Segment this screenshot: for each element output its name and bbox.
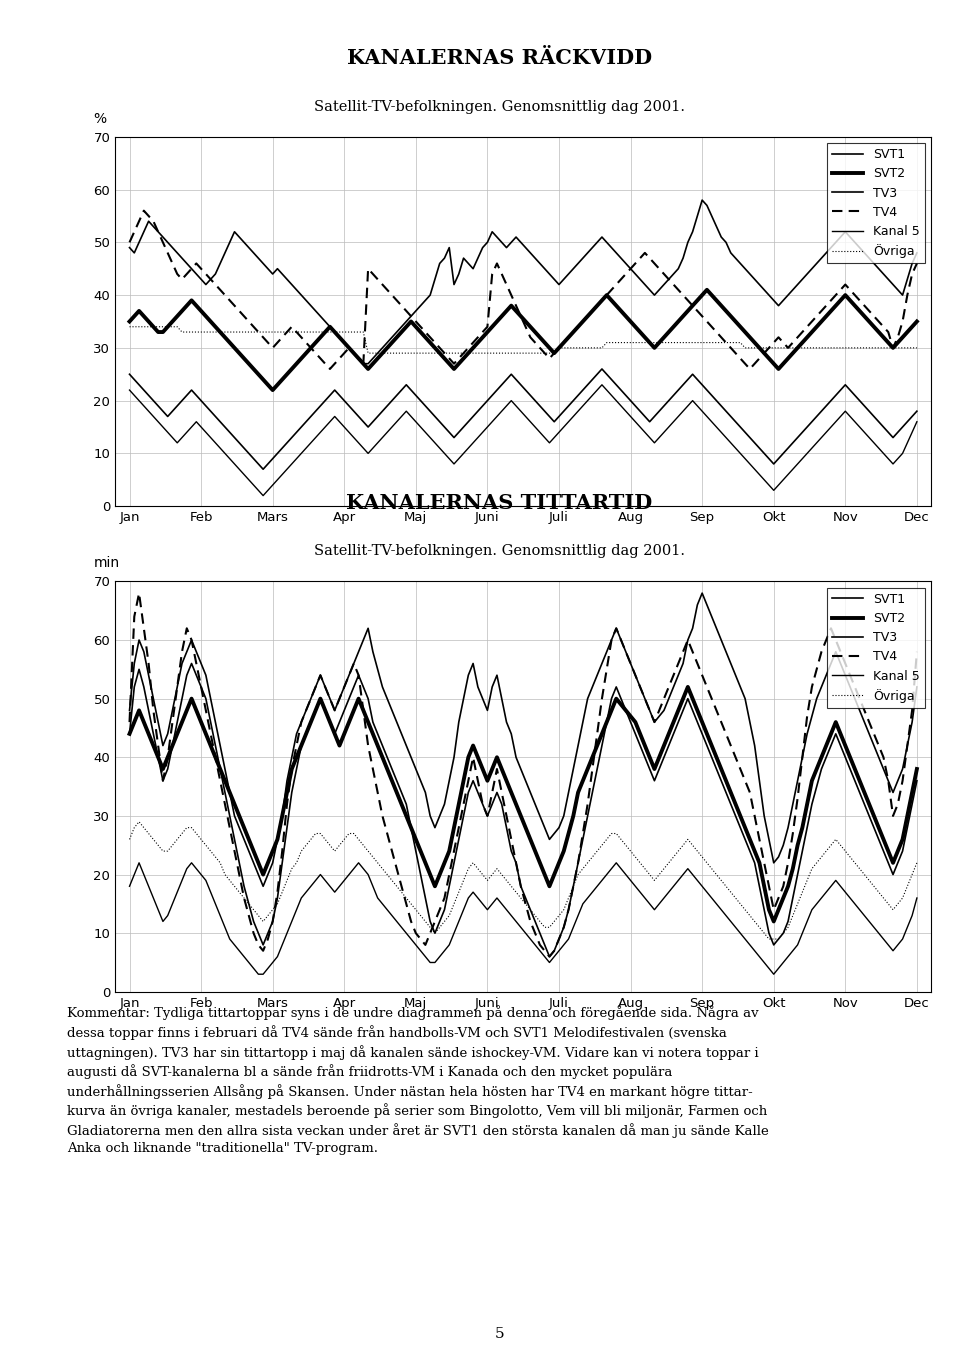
Text: min: min (94, 555, 120, 569)
Text: %: % (94, 112, 107, 126)
Text: Satellit-TV-befolkningen. Genomsnittlig dag 2001.: Satellit-TV-befolkningen. Genomsnittlig … (314, 544, 684, 558)
Text: Kommentar: Tydliga tittartoppar syns i de undre diagrammen på denna och föregåen: Kommentar: Tydliga tittartoppar syns i d… (67, 1005, 769, 1155)
Text: 5: 5 (494, 1327, 504, 1341)
Legend: SVT1, SVT2, TV3, TV4, Kanal 5, Övriga: SVT1, SVT2, TV3, TV4, Kanal 5, Övriga (827, 588, 924, 707)
Legend: SVT1, SVT2, TV3, TV4, Kanal 5, Övriga: SVT1, SVT2, TV3, TV4, Kanal 5, Övriga (827, 144, 924, 263)
Text: KANALERNAS TITTARTID: KANALERNAS TITTARTID (346, 492, 653, 513)
Text: KANALERNAS RÄCKVIDD: KANALERNAS RÄCKVIDD (347, 48, 652, 68)
Text: Satellit-TV-befolkningen. Genomsnittlig dag 2001.: Satellit-TV-befolkningen. Genomsnittlig … (314, 100, 684, 114)
